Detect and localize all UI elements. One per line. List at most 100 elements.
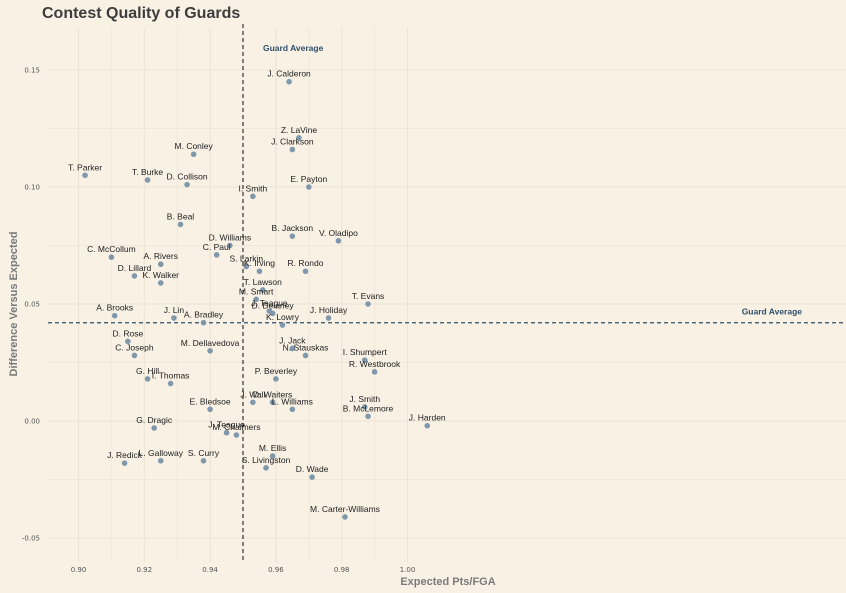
data-point bbox=[361, 404, 368, 410]
data-point-label: J. Teague bbox=[251, 298, 288, 308]
x-tick-label: 0.98 bbox=[334, 566, 350, 574]
data-point bbox=[190, 151, 197, 158]
horizontal-average-label: Guard Average bbox=[742, 307, 803, 317]
data-point bbox=[289, 146, 296, 153]
data-point bbox=[279, 322, 286, 328]
data-point-label: V. Oladipo bbox=[319, 228, 358, 238]
data-point bbox=[177, 221, 184, 228]
data-point-label: J. Wall bbox=[240, 389, 265, 399]
data-point bbox=[365, 413, 371, 420]
data-point-label: I. Thomas bbox=[152, 371, 190, 381]
data-point-label: J. Clarkson bbox=[271, 137, 314, 147]
data-point bbox=[289, 406, 296, 413]
data-point bbox=[296, 135, 302, 141]
data-point bbox=[361, 357, 368, 363]
data-point-label: D. Collison bbox=[167, 172, 208, 182]
data-point bbox=[167, 380, 174, 387]
data-point-label: I. Shumpert bbox=[343, 347, 388, 357]
data-point-label: K. Walker bbox=[142, 270, 179, 280]
data-point-label: L. Williams bbox=[272, 396, 313, 406]
data-point bbox=[365, 301, 371, 307]
data-point-label: I. Smith bbox=[238, 183, 267, 193]
data-point-label: D. Delaney bbox=[252, 300, 295, 310]
data-point-label: C. Joseph bbox=[115, 342, 154, 352]
data-point-label: D. Wade bbox=[296, 464, 329, 474]
y-axis-title: Difference Versus Expected bbox=[8, 232, 20, 377]
data-point-label: K. Irving bbox=[244, 258, 275, 268]
data-point-label: S. Curry bbox=[188, 448, 220, 458]
data-point-label: T. Lawson bbox=[244, 277, 283, 287]
data-point bbox=[309, 474, 315, 480]
data-point bbox=[213, 252, 220, 258]
data-point-label: B. Jackson bbox=[272, 223, 314, 233]
data-point-label: M. Chalmers bbox=[212, 422, 260, 432]
x-tick-label: 1.00 bbox=[400, 566, 416, 574]
data-point bbox=[144, 376, 151, 382]
data-point bbox=[253, 296, 259, 303]
x-tick-label: 0.90 bbox=[71, 566, 87, 574]
data-point bbox=[269, 399, 276, 406]
data-point-label: G. Dragic bbox=[136, 415, 173, 425]
data-point bbox=[111, 312, 118, 319]
data-point bbox=[302, 352, 309, 359]
x-tick-label: 0.92 bbox=[137, 566, 153, 574]
data-point bbox=[157, 457, 164, 464]
data-point-label: J. Lin bbox=[164, 305, 185, 315]
data-point bbox=[325, 315, 332, 321]
data-point bbox=[342, 514, 348, 520]
data-point bbox=[269, 310, 276, 317]
y-tick-label: 0.15 bbox=[24, 67, 40, 75]
vertical-average-label: Guard Average bbox=[263, 43, 324, 53]
data-point-label: E. Payton bbox=[290, 174, 327, 184]
data-point-label: J. Redick bbox=[107, 450, 143, 460]
data-point-label: D. Williams bbox=[209, 233, 252, 243]
data-point bbox=[286, 78, 292, 85]
data-point-label: Z. LaVine bbox=[281, 125, 318, 135]
data-point bbox=[306, 184, 312, 190]
grid-lines bbox=[48, 28, 846, 562]
data-point bbox=[82, 172, 88, 179]
data-point-label: A. Rivers bbox=[144, 251, 178, 261]
data-point-label: N. Stauskas bbox=[283, 342, 329, 352]
x-tick-label: 0.96 bbox=[268, 566, 284, 574]
data-point-label: P. Beverley bbox=[255, 366, 298, 376]
data-point bbox=[256, 268, 263, 275]
data-point bbox=[157, 261, 164, 268]
data-point bbox=[335, 238, 342, 244]
data-point-label: M. Ellis bbox=[259, 443, 286, 453]
data-point-label: B. McLemore bbox=[343, 403, 394, 413]
data-point-label: R. Rondo bbox=[288, 258, 324, 268]
data-point-label: G. Hill bbox=[136, 366, 159, 376]
data-point bbox=[131, 273, 138, 279]
data-point-label: T. Parker bbox=[68, 162, 102, 172]
data-point bbox=[125, 338, 131, 345]
data-point-label: J. Calderon bbox=[267, 69, 311, 79]
data-point bbox=[263, 465, 269, 471]
data-point-label: T. Evans bbox=[352, 291, 385, 301]
data-point-label: D. Waiters bbox=[253, 389, 292, 399]
data-point-label: A. Bradley bbox=[184, 310, 224, 320]
data-point-label: J. Jack bbox=[279, 335, 306, 345]
data-point bbox=[289, 345, 296, 352]
data-point bbox=[269, 453, 276, 459]
data-point bbox=[121, 460, 128, 466]
data-point bbox=[250, 193, 256, 200]
data-point bbox=[223, 429, 230, 436]
data-point bbox=[200, 319, 207, 326]
data-point-label: R. Westbrook bbox=[349, 359, 401, 369]
x-tick-label: 0.94 bbox=[202, 566, 218, 574]
data-point-label: E. Bledsoe bbox=[190, 396, 231, 406]
data-point-label: T. Burke bbox=[132, 167, 163, 177]
data-point-label: C. Paul bbox=[203, 242, 231, 252]
x-axis-title: Expected Pts/FGA bbox=[400, 576, 495, 588]
data-point-label: D. Lillard bbox=[118, 263, 152, 273]
data-point bbox=[259, 287, 266, 293]
data-point-label: B. Beal bbox=[167, 211, 195, 221]
chart-title: Contest Quality of Guards bbox=[42, 5, 240, 22]
data-point bbox=[273, 376, 279, 382]
data-point bbox=[243, 263, 250, 270]
data-point-label: K. Lowry bbox=[266, 312, 300, 322]
data-point bbox=[207, 348, 213, 354]
data-point bbox=[227, 242, 233, 249]
